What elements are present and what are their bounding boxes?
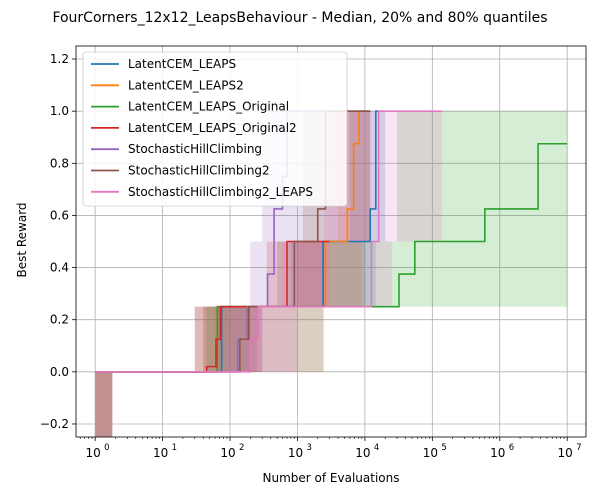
legend-label: StochasticHillClimbing2 bbox=[128, 164, 270, 178]
x-tick-label: 4 bbox=[374, 443, 379, 453]
series-line bbox=[95, 240, 330, 373]
chart-title: FourCorners_12x12_LeapsBehaviour - Media… bbox=[52, 10, 547, 26]
series-line bbox=[95, 142, 568, 373]
y-ticks: −0.2 0.0 0.2 0.4 0.6 0.8 1.0 1.2 bbox=[40, 52, 76, 431]
x-tick-label: 10 bbox=[423, 446, 438, 460]
x-tick-label: 2 bbox=[239, 443, 244, 453]
x-tick-label: 1 bbox=[172, 443, 177, 453]
plot-area: 10 0 10 1 10 2 10 3 10 4 10 5 10 6 10 7−0.20.00.20.40.6… bbox=[40, 45, 587, 460]
y-tick-label: 0.4 bbox=[50, 261, 69, 275]
x-tick-label: 10 bbox=[86, 446, 101, 460]
y-tick-label: 0.2 bbox=[50, 313, 69, 327]
x-ticks: 10 0 10 1 10 2 10 3 10 4 10 5 10 6 10 7 bbox=[79, 437, 582, 460]
y-tick-label: 0.8 bbox=[50, 156, 69, 170]
x-tick-label: 10 bbox=[220, 446, 235, 460]
legend-label: StochasticHillClimbing2_LEAPS bbox=[128, 185, 313, 199]
x-tick-label: 3 bbox=[306, 443, 311, 453]
initial-bar bbox=[95, 371, 113, 437]
x-tick-label: 10 bbox=[153, 446, 168, 460]
x-tick-label: 6 bbox=[509, 443, 514, 453]
y-axis-label: Best Reward bbox=[15, 202, 29, 277]
y-tick-label: 1.0 bbox=[50, 104, 69, 118]
axes-frame bbox=[75, 45, 587, 438]
y-tick-label: 0.0 bbox=[50, 365, 69, 379]
legend-label: LatentCEM_LEAPS2 bbox=[128, 78, 244, 92]
x-tick-label: 7 bbox=[576, 443, 581, 453]
x-tick-label: 10 bbox=[288, 446, 303, 460]
legend-label: LatentCEM_LEAPS bbox=[128, 57, 236, 71]
legend-label: LatentCEM_LEAPS_Original bbox=[128, 100, 289, 114]
x-tick-label: 10 bbox=[355, 446, 370, 460]
x-tick-label: 10 bbox=[490, 446, 505, 460]
y-tick-label: −0.2 bbox=[40, 417, 69, 431]
legend-box bbox=[82, 51, 348, 207]
legend: LatentCEM_LEAPS LatentCEM_LEAPS2 LatentCEM… bbox=[82, 51, 348, 207]
x-tick-label: 5 bbox=[441, 443, 446, 453]
legend-label: LatentCEM_LEAPS_Original2 bbox=[128, 121, 297, 135]
legend-label: StochasticHillClimbing bbox=[128, 142, 262, 156]
x-tick-label: 10 bbox=[558, 446, 573, 460]
y-tick-label: 1.2 bbox=[50, 52, 69, 66]
series-line bbox=[95, 110, 443, 373]
x-tick-label: 0 bbox=[104, 443, 109, 453]
plot-content bbox=[95, 110, 568, 437]
x-axis-label: Number of Evaluations bbox=[263, 471, 400, 485]
y-tick-label: 0.6 bbox=[50, 208, 69, 222]
